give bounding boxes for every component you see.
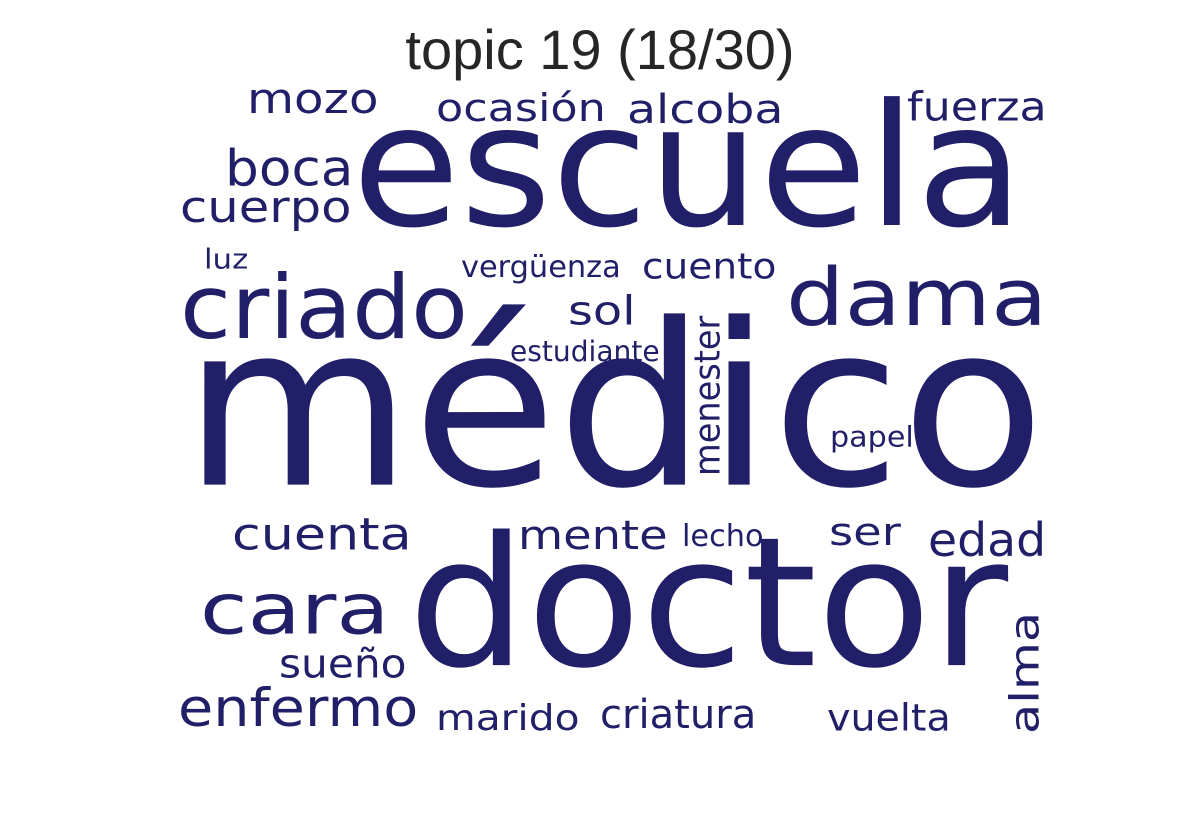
word-mozo: mozo	[247, 74, 379, 124]
word-dama: dama	[786, 251, 1048, 345]
word-alcoba: alcoba	[627, 86, 784, 134]
word-cuenta: cuenta	[232, 509, 412, 561]
word-papel: papel	[830, 421, 914, 454]
word-sueno: sueño	[279, 640, 407, 687]
word-edad: edad	[928, 514, 1047, 568]
word-marido: marido	[436, 696, 580, 739]
word-luz: luz	[204, 243, 249, 276]
word-lecho: lecho	[682, 519, 764, 554]
word-cara: cara	[200, 568, 390, 651]
word-criatura: criatura	[600, 692, 757, 738]
word-escuela: escuela	[352, 68, 1024, 266]
word-criado: criado	[180, 256, 468, 359]
word-alma: alma	[1000, 611, 1049, 734]
word-medico: médico	[183, 276, 1046, 539]
word-fuerza: fuerza	[907, 84, 1047, 131]
word-estudiante: estudiante	[510, 335, 660, 368]
topic-title: topic 19 (18/30)	[405, 18, 795, 81]
word-mente: mente	[518, 511, 668, 559]
word-boca: boca	[225, 138, 354, 198]
word-vuelta: vuelta	[827, 696, 951, 740]
word-verguenza: vergüenza	[461, 250, 621, 285]
word-doctor: doctor	[408, 499, 1009, 709]
word-cuerpo: cuerpo	[180, 181, 352, 233]
word-cuento: cuento	[642, 246, 777, 288]
word-ocasion: ocasión	[436, 86, 606, 131]
word-menester: menester	[686, 315, 729, 476]
word-sol: sol	[568, 288, 636, 335]
word-enfermo: enfermo	[178, 677, 419, 739]
word-ser: ser	[829, 509, 901, 555]
